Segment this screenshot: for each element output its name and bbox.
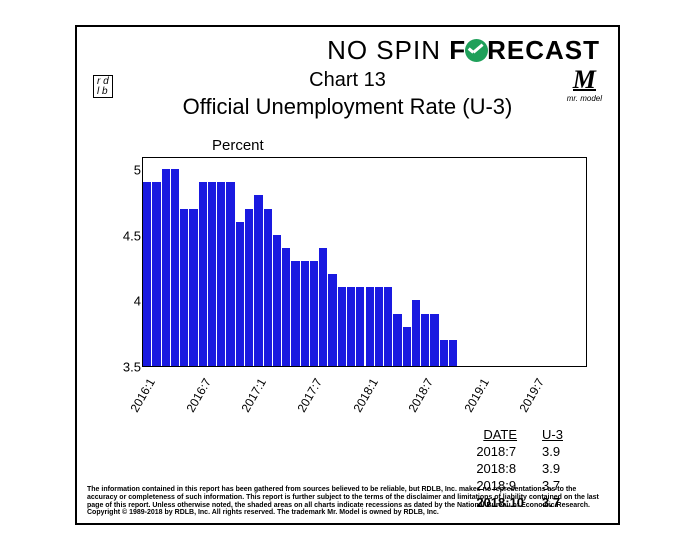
bar xyxy=(440,340,449,366)
y-ticks: 3.544.55 xyxy=(117,157,141,367)
x-tick-label: 2017:1 xyxy=(239,376,269,415)
bar xyxy=(264,209,273,367)
bar xyxy=(143,182,152,366)
bar xyxy=(403,327,412,366)
chart-card: NO SPIN F RECAST r d l b M mr. model Char… xyxy=(75,25,620,525)
bar xyxy=(310,261,319,366)
bar xyxy=(273,235,282,366)
bar xyxy=(171,169,180,366)
bar xyxy=(430,314,439,367)
mrmodel-badge: M mr. model xyxy=(567,71,602,102)
table-header-date: DATE xyxy=(468,427,532,442)
bar xyxy=(180,209,189,367)
x-tick-label: 2018:7 xyxy=(406,376,436,415)
brand-spin: SPIN xyxy=(376,35,441,65)
bar xyxy=(226,182,235,366)
bar xyxy=(338,287,347,366)
table-cell-date: 2018:8 xyxy=(468,461,532,476)
bar xyxy=(189,209,198,367)
bar xyxy=(199,182,208,366)
bar xyxy=(384,287,393,366)
brand-logo: NO SPIN F RECAST xyxy=(327,35,600,66)
rdlb-badge: r d l b xyxy=(93,75,113,98)
bar xyxy=(347,287,356,366)
bar xyxy=(162,169,171,366)
plot-area xyxy=(142,157,587,367)
chart-subtitle: Official Unemployment Rate (U-3) xyxy=(77,94,618,120)
table-cell-val: 3.9 xyxy=(534,461,571,476)
bar xyxy=(328,274,337,366)
y-tick-label: 4 xyxy=(134,294,141,309)
check-circle-icon xyxy=(465,39,488,62)
rdlb-bot: l b xyxy=(97,87,109,97)
y-tick-label: 5 xyxy=(134,163,141,178)
bar xyxy=(217,182,226,366)
x-ticks: 2016:12016:72017:12017:72018:12018:72019… xyxy=(142,371,587,416)
bar xyxy=(254,195,263,366)
table-row: 2018:83.9 xyxy=(468,461,571,476)
bar xyxy=(291,261,300,366)
x-tick-label: 2019:7 xyxy=(517,376,547,415)
bar xyxy=(421,314,430,367)
bar xyxy=(319,248,328,366)
brand-pre: NO xyxy=(327,35,376,65)
bar xyxy=(375,287,384,366)
bar xyxy=(393,314,402,367)
bar xyxy=(449,340,458,366)
bar xyxy=(366,287,375,366)
mrmodel-m: M xyxy=(573,71,596,91)
bars-layer xyxy=(143,158,586,366)
bar xyxy=(356,287,365,366)
bar xyxy=(208,182,217,366)
x-tick-label: 2016:1 xyxy=(127,376,157,415)
x-tick-label: 2018:1 xyxy=(350,376,380,415)
x-tick-label: 2016:7 xyxy=(183,376,213,415)
table-header-u3: U-3 xyxy=(534,427,571,442)
bar xyxy=(245,209,254,367)
x-tick-label: 2017:7 xyxy=(294,376,324,415)
bar xyxy=(236,222,245,366)
y-axis-unit: Percent xyxy=(212,137,264,154)
table-cell-date: 2018:7 xyxy=(468,444,532,459)
mrmodel-sub: mr. model xyxy=(567,94,602,103)
brand-cast: RECAST xyxy=(487,35,600,65)
bar xyxy=(412,300,421,366)
bar xyxy=(152,182,161,366)
table-row: 2018:73.9 xyxy=(468,444,571,459)
table-cell-val: 3.9 xyxy=(534,444,571,459)
x-tick-label: 2019:1 xyxy=(461,376,491,415)
bar xyxy=(282,248,291,366)
bar xyxy=(301,261,310,366)
y-tick-label: 4.5 xyxy=(123,228,141,243)
footnote: The information contained in this report… xyxy=(87,486,608,517)
brand-fore: F xyxy=(441,35,466,65)
y-tick-label: 3.5 xyxy=(123,360,141,375)
chart-title: Chart 13 xyxy=(77,69,618,92)
